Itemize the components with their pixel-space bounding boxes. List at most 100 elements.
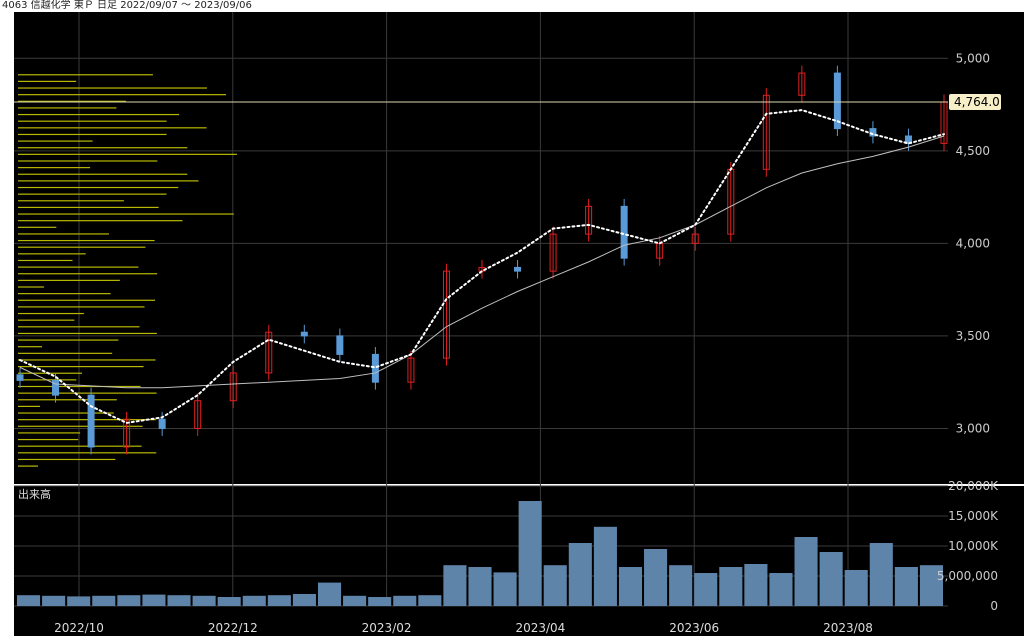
price-panel-bg: [14, 12, 1024, 484]
volume-profile-bar: [18, 332, 157, 335]
candle-body: [123, 418, 131, 448]
volume-profile-bar: [18, 200, 124, 202]
volume-profile-bar: [18, 246, 146, 248]
time-tick-label: 2023/04: [515, 621, 565, 635]
volume-bar: [844, 570, 868, 606]
volume-profile-bar: [18, 366, 144, 368]
volume-bar: [669, 565, 693, 606]
volume-profile-bar: [18, 312, 84, 315]
ma-long-line: [19, 135, 945, 389]
volume-profile: [18, 74, 237, 467]
volume-bar: [267, 595, 291, 606]
volume-profile-bar: [18, 233, 109, 235]
volume-profile-bar: [18, 299, 156, 301]
candle-body: [300, 331, 308, 337]
volume-profile-bar: [18, 445, 142, 447]
candle-body: [869, 128, 877, 137]
volume-profile-bar: [18, 107, 117, 109]
volume-bar: [919, 565, 943, 606]
volume-profile-bar: [18, 339, 119, 341]
volume-profile-bar: [18, 326, 140, 328]
date-range: 2022/09/07 〜 2023/09/06: [120, 0, 252, 11]
volume-bar: [593, 526, 617, 606]
volume-profile-bar: [18, 392, 157, 394]
ma-short-line: [19, 109, 945, 424]
volume-bar: [393, 595, 417, 606]
volume-bar: [869, 543, 893, 606]
volume-bar: [67, 596, 91, 606]
volume-bar: [17, 595, 41, 606]
volume-bar: [819, 552, 843, 606]
volume-profile-bar: [18, 167, 91, 169]
volume-profile-bar: [18, 133, 167, 136]
volume-profile-bar: [18, 438, 79, 441]
volume-tick-label: 20,000K: [948, 479, 999, 493]
volume-profile-bar: [18, 253, 86, 255]
candle-body: [620, 205, 628, 259]
volume-profile-bar: [18, 220, 183, 222]
stock-chart: 4,764.0 3,000 3,500 4,000 4,500 5,000 出来高 0 5…: [14, 12, 1024, 636]
candle-body: [514, 266, 522, 272]
volume-profile-bar: [18, 180, 199, 182]
volume-profile-bar: [18, 279, 120, 281]
volume-bar: [368, 597, 392, 606]
volume-profile-bar: [18, 127, 207, 129]
volume-profile-bar: [18, 319, 75, 321]
volume-bar: [317, 582, 342, 606]
candle-body: [87, 394, 95, 448]
time-tick-label: 2023/06: [669, 621, 719, 635]
volume-bar: [518, 501, 542, 606]
volume-tick-label: 15,000K: [948, 509, 999, 523]
volume-bar: [217, 597, 241, 606]
volume-profile-bar: [18, 206, 159, 209]
volume-profile-bar: [18, 458, 116, 461]
volume-bar: [443, 565, 467, 606]
candle-body: [833, 72, 841, 130]
price-tick-label: 4,500: [956, 144, 990, 158]
price-tick-label: 3,500: [956, 329, 990, 343]
volume-profile-bar: [18, 120, 167, 122]
volume-bar: [142, 594, 166, 606]
volume-profile-bar: [18, 293, 111, 295]
volume-bar: [568, 543, 592, 606]
volume-profile-bar: [18, 193, 167, 195]
volume-bar: [719, 567, 743, 606]
volume-bar: [92, 595, 116, 606]
volume-profile-bar: [18, 352, 113, 354]
volume-profile-bar: [18, 213, 234, 215]
volume-profile-bar: [18, 100, 126, 102]
volume-profile-bar: [18, 399, 117, 401]
volume-bar: [418, 595, 442, 606]
volume-profile-bar: [18, 266, 139, 268]
volume-profile-bar: [18, 80, 77, 82]
volume-profile-bar: [18, 226, 57, 228]
volume-tick-label: 5,000,000: [937, 569, 998, 583]
time-axis: 2022/10 2022/12 2023/02 2023/04 2023/06 2023/…: [54, 621, 873, 635]
price-tick-label: 3,000: [956, 421, 990, 435]
candle-body: [442, 270, 450, 359]
volume-bar: [117, 595, 141, 606]
volume-profile-bar: [18, 419, 156, 421]
volume-profile-bar: [18, 452, 157, 454]
candles: [16, 65, 948, 455]
price-tick-label: 4,000: [956, 236, 990, 250]
volume-tick-label: 10,000K: [948, 539, 999, 553]
candle-body: [691, 233, 699, 244]
candle-body: [407, 357, 415, 383]
volume-profile-bar: [18, 147, 188, 149]
volume-profile-bar: [18, 372, 82, 374]
volume-profile-bar: [18, 286, 45, 288]
volume-bar: [242, 595, 266, 606]
last-price-label-box: [949, 93, 1001, 110]
volume-bar: [769, 573, 793, 606]
volume-tick-label: 0: [990, 599, 998, 613]
volume-bar: [468, 567, 492, 606]
volume-profile-bar: [18, 465, 38, 467]
volume-bar: [167, 595, 191, 606]
candle-body: [585, 205, 593, 235]
volume-bar: [42, 595, 66, 606]
volume-profile-bar: [18, 173, 188, 175]
volume-bar: [192, 595, 216, 606]
volume-bar: [644, 549, 668, 606]
market-label: 東Ｐ: [73, 0, 94, 11]
